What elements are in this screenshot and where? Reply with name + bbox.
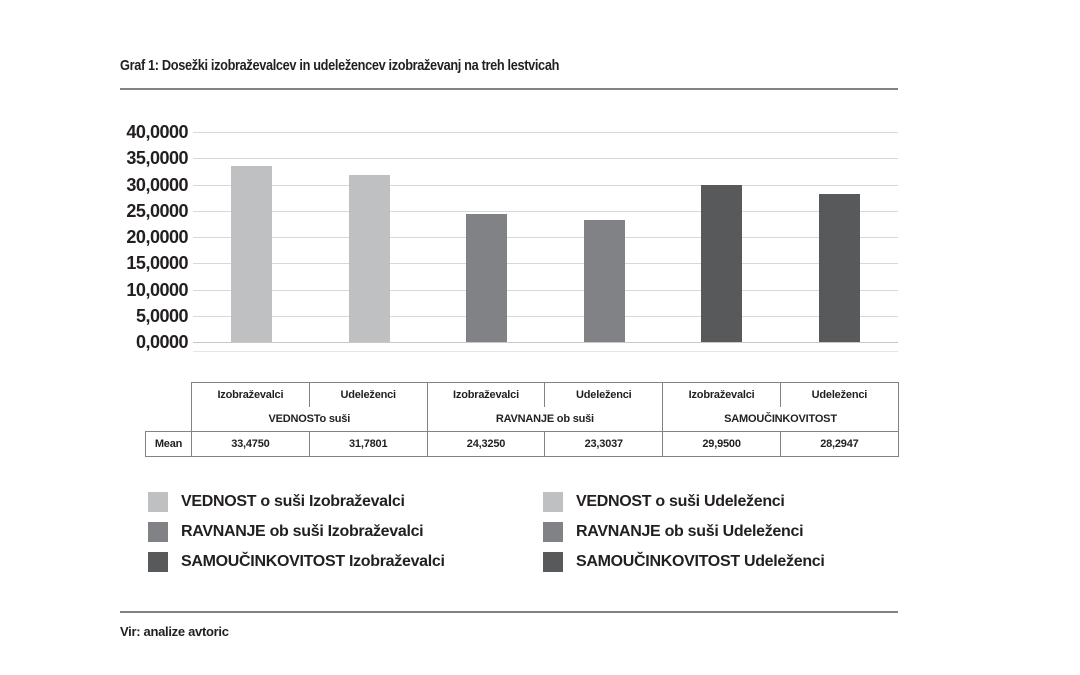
legend-item: VEDNOST o suši Udeleženci (543, 492, 825, 512)
y-axis-tick-label: 35,0000 (126, 148, 188, 169)
y-axis-tick-label: 0,0000 (135, 332, 189, 352)
y-axis-tick-label: 5,0000 (135, 305, 189, 326)
legend-label: VEDNOST o suši Izobraževalci (181, 493, 405, 510)
bar (818, 193, 860, 342)
legend-swatch (543, 552, 563, 572)
y-axis-tick-label: 10,0000 (126, 279, 188, 300)
y-axis-tick-label: 30,0000 (126, 174, 188, 195)
table-mean-value: 31,7801 (308, 431, 428, 457)
table-group-header: SAMOUČINKOVITOST (662, 407, 899, 432)
chart-title-text: Graf 1: Dosežki izobraževalcev in udelež… (120, 57, 560, 74)
legend-swatch (148, 552, 168, 572)
bar (466, 214, 508, 342)
gridline (193, 263, 898, 264)
table-corner-cell (146, 407, 192, 432)
table-column-header: Izobraževalci (191, 382, 310, 407)
legend-swatch (543, 522, 563, 542)
bar (701, 184, 743, 342)
legend-item: RAVNANJE ob suši Udeleženci (543, 522, 825, 542)
gridline (193, 185, 898, 186)
table-column-header: Udeleženci (308, 382, 428, 407)
table-mean-value: 33,4750 (191, 431, 310, 457)
bar (231, 166, 273, 342)
gridline (193, 158, 898, 159)
table-mean-value: 23,3037 (544, 431, 664, 457)
gridline (193, 211, 898, 212)
legend-swatch (148, 522, 168, 542)
legend-item: SAMOUČINKOVITOST Udeleženci (543, 552, 825, 572)
plot-area (193, 132, 898, 352)
table-column-header: Udeleženci (779, 382, 899, 407)
bar (583, 219, 625, 342)
legend-label: VEDNOST o suši Udeleženci (576, 493, 785, 510)
table-group-header: RAVNANJE ob suši (426, 407, 664, 432)
legend-item: RAVNANJE ob suši Izobraževalci (148, 522, 445, 542)
gridline (193, 290, 898, 291)
y-axis-tick-label: 40,0000 (126, 122, 188, 142)
plot-bottom-line (193, 351, 898, 352)
table-mean-value: 28,2947 (779, 431, 899, 457)
gridline (193, 237, 898, 238)
title-divider (120, 88, 898, 90)
y-axis-tick-label: 20,0000 (126, 227, 188, 247)
gridline (193, 316, 898, 317)
table-corner-cell (146, 383, 192, 408)
legend-swatch (148, 492, 168, 512)
table-row-label: Mean (145, 431, 192, 457)
legend-label: SAMOUČINKOVITOST Izobraževalci (181, 553, 445, 570)
legend-item: SAMOUČINKOVITOST Izobraževalci (148, 552, 445, 572)
table-column-header: Izobraževalci (426, 382, 546, 407)
table-column-header: Udeleženci (544, 382, 664, 407)
legend-label: RAVNANJE ob suši Udeleženci (576, 523, 804, 540)
y-axis-tick-label: 25,0000 (126, 200, 188, 221)
legend-column: VEDNOST o suši Udeleženci RAVNANJE ob suš… (543, 492, 825, 582)
legend-item: VEDNOST o suši Izobraževalci (148, 492, 445, 512)
table-group-header: VEDNOSTo suši (191, 407, 428, 432)
y-axis-tick-label: 15,0000 (126, 253, 188, 274)
legend-label: SAMOUČINKOVITOST Udeleženci (576, 553, 825, 570)
footer-divider (120, 611, 898, 613)
gridline (193, 132, 898, 133)
legend-column: VEDNOST o suši Izobraževalci RAVNANJE ob … (148, 492, 445, 582)
legend-swatch (543, 492, 563, 512)
mean-table: Izobraževalci Udeleženci Izobraževalci Udel… (145, 382, 899, 457)
source-note: Vir: analize avtoric (120, 624, 229, 639)
table-column-header: Izobraževalci (662, 382, 781, 407)
chart-title: Graf 1: Dosežki izobraževalcev in udelež… (120, 57, 637, 74)
legend-label: RAVNANJE ob suši Izobraževalci (181, 523, 424, 540)
table-mean-value: 24,3250 (426, 431, 546, 457)
bar-chart: 40,0000 35,0000 30,0000 25,0000 20,0000 15,00… (120, 122, 898, 364)
gridline (193, 342, 898, 343)
table-mean-value: 29,9500 (662, 431, 781, 457)
bar (348, 175, 390, 342)
